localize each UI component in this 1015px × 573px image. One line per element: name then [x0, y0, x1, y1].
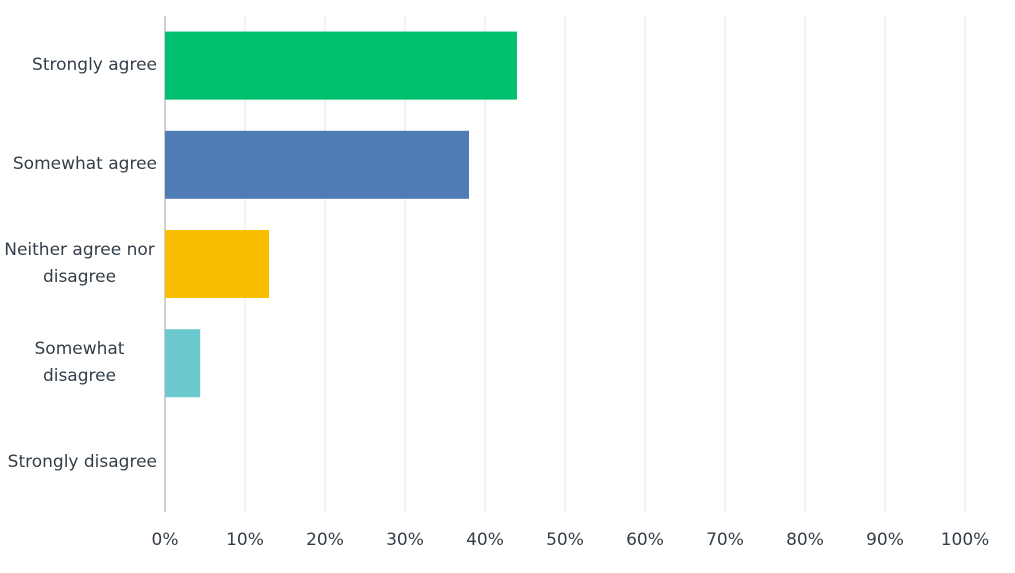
- x-tick-label: 90%: [866, 530, 904, 550]
- y-tick-label: Strongly disagree: [7, 451, 157, 472]
- y-tick-label-box: Strongly agree: [2, 26, 157, 106]
- y-tick-label-box: Somewhat disagree: [2, 323, 157, 403]
- y-tick-label: Strongly agree: [32, 55, 157, 76]
- x-tick-label: 20%: [306, 530, 344, 550]
- x-tick-label: 30%: [386, 530, 424, 550]
- x-tick-label: 50%: [546, 530, 584, 550]
- x-tick-label: 70%: [706, 530, 744, 550]
- bar: [165, 31, 517, 100]
- y-tick-label-box: Somewhat agree: [2, 125, 157, 205]
- bar: [165, 230, 269, 298]
- y-tick-label: Somewhat agree: [12, 154, 157, 175]
- x-tick-label: 100%: [941, 530, 990, 550]
- x-tick-label: 0%: [152, 530, 179, 550]
- y-tick-label: Somewhat disagree: [34, 339, 125, 387]
- x-tick-label: 10%: [226, 530, 264, 550]
- y-tick-label: Neither agree nor disagree: [4, 240, 155, 287]
- y-tick-label-box: Strongly disagree: [2, 422, 157, 502]
- bar: [165, 130, 469, 199]
- x-tick-label: 80%: [786, 530, 824, 550]
- bar: [165, 329, 201, 398]
- x-tick-label: 60%: [626, 530, 664, 550]
- x-tick-label: 40%: [466, 530, 504, 550]
- y-tick-label-box: Neither agree nor disagree: [2, 224, 157, 304]
